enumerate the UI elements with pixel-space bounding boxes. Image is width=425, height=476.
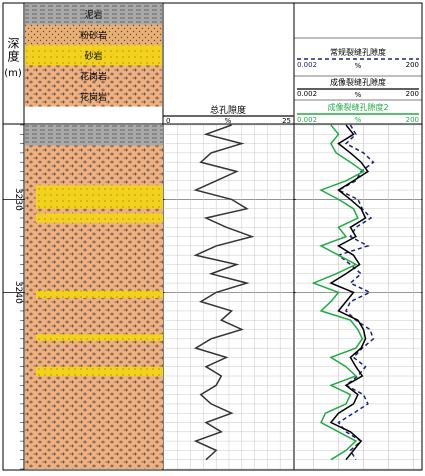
lithology-legend-swatch [25, 24, 162, 45]
fracture-curve-1-name: 常规裂缝孔隙度 [330, 47, 386, 57]
lithology-column [25, 125, 163, 469]
porosity-title: 总孔隙度 [210, 104, 246, 116]
lithology-legend-swatch [25, 45, 162, 66]
fracture-curve-3 [311, 124, 365, 461]
porosity-unit: % [225, 117, 232, 125]
depth-tick-label: 3240 [13, 281, 23, 304]
depth-axis-title: 深度 [6, 37, 20, 63]
depth-axis-unit: (m) [4, 68, 22, 79]
porosity-track [165, 124, 293, 470]
lithology-sandstone-band [36, 366, 163, 377]
depth-tick-label: 3230 [13, 188, 23, 211]
fracture-curve-1-min: 0.002 [297, 61, 317, 69]
lithology-sandstone-band [36, 290, 163, 298]
fracture-curve-2-max: 200 [406, 90, 419, 98]
porosity-header: 总孔隙度 0 % 25 [163, 104, 294, 125]
fracture-curve-2-unit: % [355, 91, 362, 99]
lithology-sandstone-band [36, 334, 163, 341]
porosity-max-label: 25 [282, 117, 291, 125]
lithology-legend-label: 砂岩 [84, 50, 102, 62]
lithology-sandstone-band [36, 185, 163, 209]
fracture-curve-3-name: 成像裂缝孔隙度2 [327, 102, 388, 112]
porosity-min-label: 0 [166, 117, 170, 125]
figure-frame [2, 2, 423, 471]
fracture-curve-3-min: 0.002 [297, 116, 317, 124]
lithology-legend-swatch [25, 4, 162, 25]
fracture-curve-2 [329, 124, 369, 461]
lithology-legend-label: 泥岩 [84, 9, 102, 21]
fracture-curve-2-min: 0.002 [297, 90, 317, 98]
fracture-curve-1-max: 200 [406, 61, 419, 69]
lithology-legend-swatch [25, 86, 162, 107]
fracture-curve-1 [336, 124, 375, 461]
lithology-sandstone-band [36, 213, 163, 223]
porosity-curve [193, 124, 255, 461]
lithology-legend-label: 粉砂岩 [80, 30, 107, 42]
fracture-curve-1-unit: % [355, 62, 362, 70]
lithology-legend-swatch [25, 65, 162, 86]
lithology-legend-label: 花岗岩 [80, 71, 107, 83]
fracture-curve-3-unit: % [355, 116, 362, 124]
fracture-curve-3-max: 200 [406, 116, 419, 124]
lithology-shale-band [25, 125, 163, 146]
fracture-track [296, 124, 421, 470]
lithology-legend-label: 花岗岩 [80, 91, 107, 103]
fracture-curve-2-name: 成像裂缝孔隙度 [330, 77, 386, 87]
fracture-header: 常规裂缝孔隙度 0.002 % 200 成像裂缝孔隙度 0.002 % 200 … [294, 37, 422, 124]
